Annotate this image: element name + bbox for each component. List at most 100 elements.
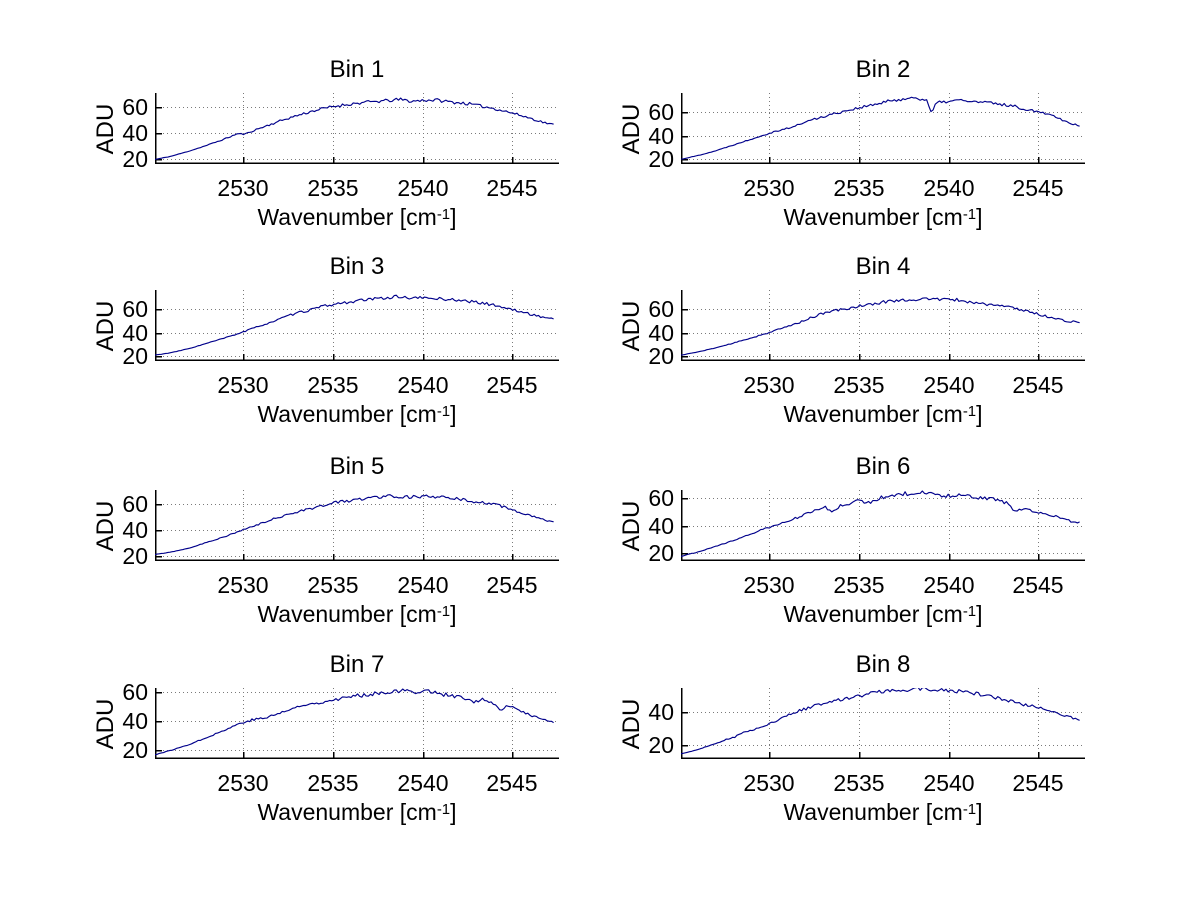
subplot-bin-5: Bin 5 ADU Wavenumber [cm-1] 20 40 60 2530 25…: [92, 455, 559, 627]
spectrum-line: [155, 97, 554, 161]
x-tick-label: 2535: [307, 372, 359, 398]
y-tick-label: 60: [648, 296, 674, 322]
plot-svg: [155, 490, 559, 561]
plot-area: [155, 490, 559, 561]
y-tick-label: 20: [648, 732, 674, 758]
x-tick-label: 2545: [1012, 770, 1064, 796]
y-tick-label: 60: [122, 491, 148, 517]
y-tick-label: 40: [122, 708, 148, 734]
x-tick-label: 2535: [833, 572, 885, 598]
plot-title: Bin 7: [329, 651, 385, 678]
plot-title: Bin 5: [329, 453, 385, 480]
x-tick-label: 2530: [743, 572, 795, 598]
x-tick-label: 2530: [743, 175, 795, 201]
x-tick-label: 2535: [833, 175, 885, 201]
plot-title: Bin 2: [855, 56, 911, 83]
plot-area: [681, 688, 1085, 759]
y-tick-label: 40: [648, 320, 674, 346]
plot-area: [681, 93, 1085, 164]
x-axis-label: Wavenumber [cm-1]: [783, 799, 983, 825]
y-tick-label: 20: [122, 737, 148, 763]
y-tick-label: 60: [122, 679, 148, 705]
spectrum-line: [155, 294, 554, 356]
plot-title: Bin 1: [329, 56, 385, 83]
x-tick-label: 2540: [923, 572, 975, 598]
x-axis-label: Wavenumber [cm-1]: [257, 401, 457, 427]
plot-area: [155, 290, 559, 361]
plot-title: Bin 6: [855, 453, 911, 480]
plot-area: [681, 490, 1085, 561]
x-tick-label: 2540: [923, 175, 975, 201]
y-tick-label: 20: [648, 540, 674, 566]
subplot-bin-4: Bin 4 ADU Wavenumber [cm-1] 20 40 60 2530 25…: [618, 255, 1085, 427]
plot-area: [155, 93, 559, 164]
x-tick-label: 2540: [397, 372, 449, 398]
x-tick-label: 2540: [397, 175, 449, 201]
x-axis-label: Wavenumber [cm-1]: [783, 401, 983, 427]
x-tick-label: 2530: [743, 770, 795, 796]
y-tick-label: 40: [122, 517, 148, 543]
y-tick-label: 40: [122, 320, 148, 346]
y-tick-label: 20: [122, 343, 148, 369]
x-tick-label: 2545: [486, 372, 538, 398]
x-tick-label: 2535: [833, 770, 885, 796]
y-tick-label: 20: [648, 343, 674, 369]
plot-area: [681, 290, 1085, 361]
x-tick-label: 2545: [486, 175, 538, 201]
subplot-bin-6: Bin 6 ADU Wavenumber [cm-1] 20 40 60 2530 25…: [618, 455, 1085, 627]
y-tick-label: 20: [648, 146, 674, 172]
spectrum-line: [681, 688, 1080, 755]
x-tick-label: 2535: [833, 372, 885, 398]
x-tick-label: 2530: [217, 175, 269, 201]
x-tick-label: 2530: [217, 572, 269, 598]
y-tick-label: 60: [648, 485, 674, 511]
spectrum-line: [681, 96, 1080, 160]
plot-svg: [681, 290, 1085, 361]
x-axis-label: Wavenumber [cm-1]: [257, 601, 457, 627]
x-axis-label: Wavenumber [cm-1]: [783, 204, 983, 230]
plot-svg: [681, 490, 1085, 561]
y-tick-label: 60: [648, 99, 674, 125]
spectrum-line: [681, 490, 1080, 557]
y-tick-label: 40: [648, 699, 674, 725]
x-axis-label: Wavenumber [cm-1]: [783, 601, 983, 627]
plot-svg: [155, 688, 559, 759]
y-tick-label: 20: [122, 543, 148, 569]
x-tick-label: 2545: [486, 770, 538, 796]
x-axis-label: Wavenumber [cm-1]: [257, 799, 457, 825]
spectrum-line: [155, 494, 554, 556]
y-tick-label: 40: [648, 513, 674, 539]
x-tick-label: 2535: [307, 175, 359, 201]
y-tick-label: 60: [122, 94, 148, 120]
x-tick-label: 2545: [1012, 175, 1064, 201]
y-tick-label: 40: [648, 123, 674, 149]
plot-title: Bin 4: [855, 253, 911, 280]
plot-svg: [681, 93, 1085, 164]
x-tick-label: 2545: [486, 572, 538, 598]
x-tick-label: 2540: [923, 770, 975, 796]
plot-svg: [681, 688, 1085, 759]
x-axis-label: Wavenumber [cm-1]: [257, 204, 457, 230]
spectrum-line: [155, 688, 554, 756]
plot-area: [155, 688, 559, 759]
plot-title: Bin 3: [329, 253, 385, 280]
spectrum-line: [681, 297, 1080, 356]
plot-title: Bin 8: [855, 651, 911, 678]
y-tick-label: 40: [122, 120, 148, 146]
plot-svg: [155, 290, 559, 361]
x-tick-label: 2530: [217, 372, 269, 398]
x-tick-label: 2545: [1012, 572, 1064, 598]
subplot-bin-8: Bin 8 ADU Wavenumber [cm-1] 20 40 2530 2535…: [618, 653, 1085, 825]
x-tick-label: 2540: [397, 572, 449, 598]
y-tick-label: 60: [122, 296, 148, 322]
y-tick-label: 20: [122, 146, 148, 172]
x-tick-label: 2540: [923, 372, 975, 398]
x-tick-label: 2535: [307, 770, 359, 796]
plot-svg: [155, 93, 559, 164]
x-tick-label: 2540: [397, 770, 449, 796]
x-tick-label: 2545: [1012, 372, 1064, 398]
x-tick-label: 2530: [217, 770, 269, 796]
subplot-bin-7: Bin 7 ADU Wavenumber [cm-1] 20 40 60 2530 25…: [92, 653, 559, 825]
subplot-bin-1: Bin 1 ADU Wavenumber [cm-1] 20 40 60 2530 25…: [92, 58, 559, 230]
